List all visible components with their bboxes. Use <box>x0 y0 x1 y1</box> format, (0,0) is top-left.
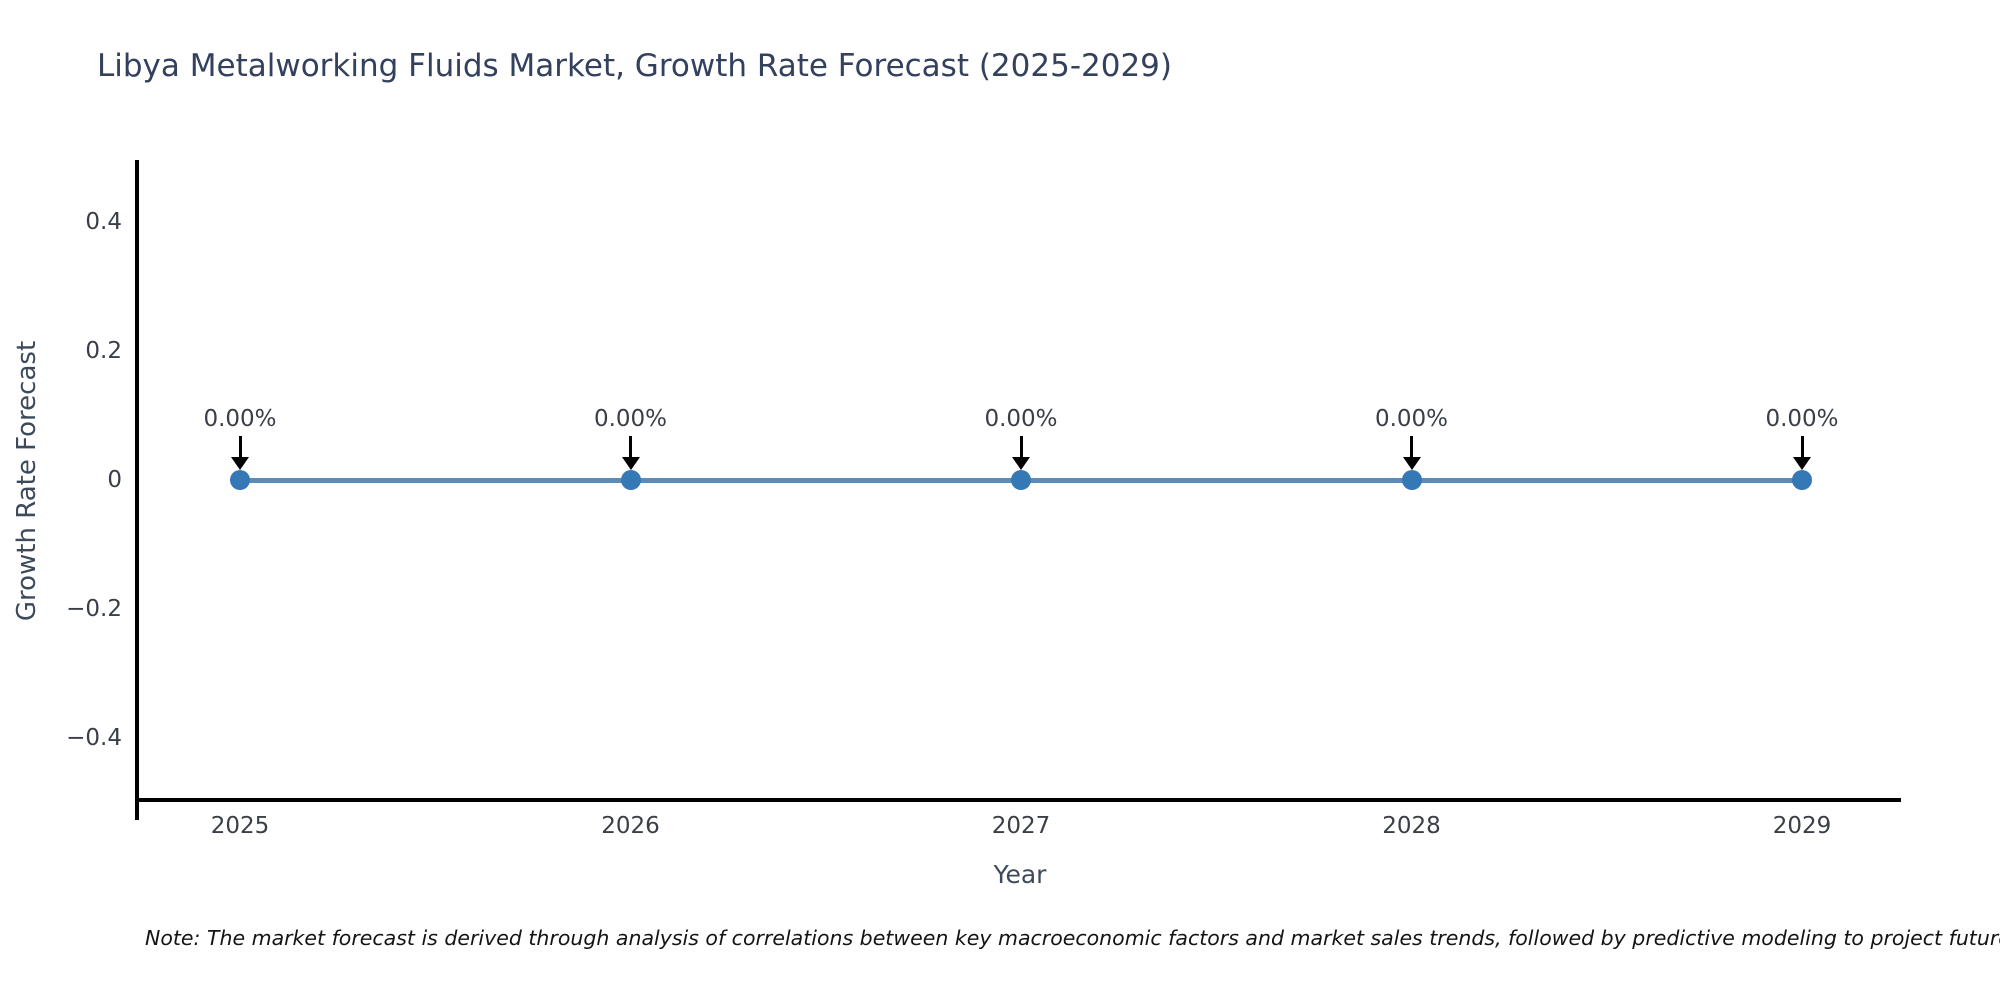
annotation-arrow-shaft <box>629 436 632 459</box>
data-point-marker <box>230 470 250 490</box>
data-point-label: 0.00% <box>1374 406 1449 432</box>
data-point-label: 0.00% <box>1765 406 1839 432</box>
annotation-arrow-head-icon <box>1012 457 1030 470</box>
y-tick-label: −0.2 <box>66 596 122 622</box>
y-tick-label: 0.2 <box>85 338 122 364</box>
y-tick-label: 0.4 <box>85 209 122 235</box>
y-axis-line <box>135 160 139 820</box>
data-point-label: 0.00% <box>593 406 668 432</box>
x-tick-label: 2029 <box>1772 813 1832 839</box>
x-tick-label: 2027 <box>991 813 1051 839</box>
x-tick-label: 2025 <box>210 813 270 839</box>
annotation-arrow-shaft <box>1019 436 1023 459</box>
annotation-arrow-shaft <box>1800 436 1804 459</box>
annotation-arrow-head-icon <box>1793 457 1811 470</box>
x-tick-label: 2026 <box>601 813 660 839</box>
data-point-label: 0.00% <box>203 406 277 432</box>
x-axis-label: Year <box>993 860 1047 889</box>
y-tick-label: 0 <box>107 467 122 493</box>
chart-title: Libya Metalworking Fluids Market, Growth… <box>97 48 1172 84</box>
annotation-arrow-shaft <box>238 436 242 459</box>
annotation-arrow-head-icon <box>621 457 640 470</box>
data-point-marker <box>1011 470 1031 490</box>
footnote: Note: The market forecast is derived thr… <box>145 926 2000 950</box>
y-tick-label: −0.4 <box>66 725 122 751</box>
data-point-label: 0.00% <box>984 406 1058 432</box>
annotation-arrow-shaft <box>1410 436 1413 459</box>
data-point-marker <box>620 470 641 490</box>
data-point-marker <box>1792 470 1812 490</box>
x-axis-line <box>135 798 1901 802</box>
annotation-arrow-head-icon <box>1402 457 1421 470</box>
annotation-arrow-head-icon <box>231 457 249 470</box>
x-tick-label: 2028 <box>1382 813 1441 839</box>
data-point-marker <box>1401 470 1422 490</box>
